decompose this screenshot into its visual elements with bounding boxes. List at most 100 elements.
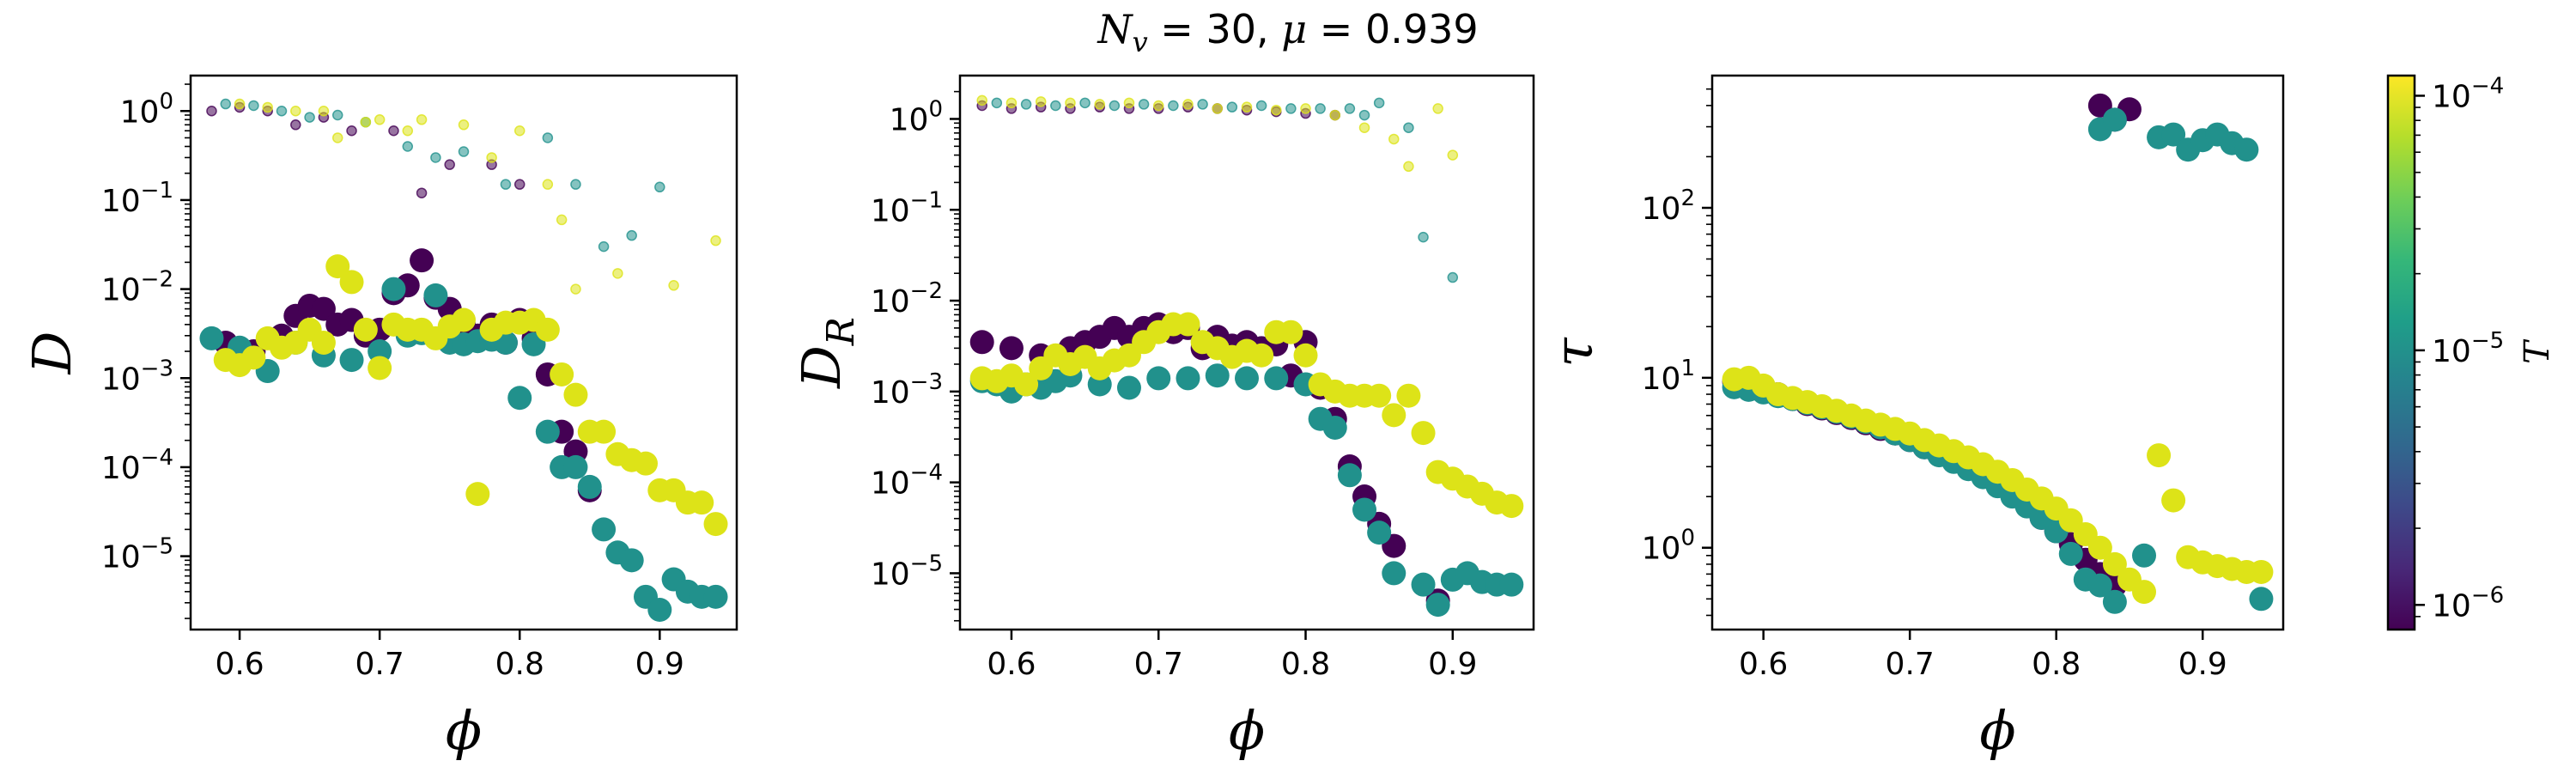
data-point	[2234, 137, 2259, 162]
plot-frame	[958, 74, 1535, 631]
colorbar-tick-label: 10−5	[2432, 328, 2504, 369]
data-point	[513, 179, 526, 190]
data-point	[248, 100, 259, 112]
data-point	[381, 277, 406, 301]
data-point	[1352, 497, 1377, 522]
data-point	[550, 362, 574, 386]
data-point	[331, 109, 343, 121]
data-point	[318, 106, 330, 117]
x-tick-label: 0.8	[1281, 647, 1330, 682]
data-point	[1226, 101, 1238, 113]
data-point	[1197, 99, 1208, 110]
data-point	[325, 254, 350, 279]
data-point	[1065, 97, 1076, 109]
data-point	[1212, 103, 1223, 114]
panel-dr: 0.6 0.7 0.8 0.9 10−5 10−4 10−3 10−2 10−1 100 ϕ DR	[790, 74, 1535, 762]
data-point	[423, 283, 448, 307]
data-point	[1264, 366, 1289, 391]
data-point	[1079, 97, 1091, 109]
data-point	[570, 179, 581, 190]
data-point	[1447, 271, 1459, 283]
y-tick-label: 10−4	[871, 460, 943, 502]
data-point	[368, 339, 392, 364]
y-tick-label: 10−3	[871, 369, 943, 411]
data-point	[1403, 161, 1414, 173]
data-point	[360, 116, 372, 128]
y-tick-label: 100	[120, 88, 173, 130]
data-point	[1382, 561, 1406, 586]
data-point	[556, 214, 568, 226]
data-point	[2147, 443, 2172, 468]
data-point	[416, 187, 428, 198]
data-point	[339, 348, 364, 373]
data-point	[458, 119, 470, 131]
data-point	[2161, 122, 2186, 147]
x-tick-label: 0.6	[1739, 647, 1788, 682]
x-tick-label: 0.6	[215, 647, 264, 682]
data-point	[612, 268, 623, 279]
data-point	[563, 454, 588, 479]
data-point	[304, 112, 315, 123]
data-point	[1249, 343, 1274, 368]
data-point	[542, 132, 554, 143]
data-point	[458, 146, 470, 157]
y-tick-label: 10−1	[871, 187, 943, 228]
data-point	[619, 548, 644, 573]
data-point	[1322, 415, 1347, 440]
data-point	[535, 317, 560, 342]
data-point	[1255, 100, 1267, 112]
data-point	[1123, 97, 1135, 109]
y-axis-label: D	[21, 332, 83, 375]
data-point	[311, 331, 336, 356]
data-point	[703, 512, 728, 537]
data-point	[430, 152, 441, 163]
data-point	[1329, 109, 1341, 121]
data-point	[2087, 573, 2112, 598]
data-point	[1403, 122, 1414, 133]
data-point	[710, 234, 721, 247]
data-point	[626, 229, 637, 241]
data-point	[1358, 122, 1370, 133]
marker-layer	[199, 98, 728, 623]
data-point	[339, 270, 364, 295]
data-point	[2102, 107, 2127, 132]
y-tick-label: 102	[1642, 186, 1695, 227]
x-tick-label: 0.8	[495, 647, 544, 682]
data-point	[1182, 99, 1194, 110]
y-tick-label: 10−4	[101, 445, 173, 486]
data-point	[241, 345, 266, 370]
y-tick-label: 10−2	[871, 278, 943, 320]
data-point	[1035, 96, 1047, 107]
data-point	[1005, 97, 1018, 109]
x-tick-label: 0.8	[2032, 647, 2081, 682]
data-point	[2102, 551, 2127, 576]
data-point	[1205, 363, 1230, 388]
data-point	[500, 179, 512, 190]
x-tick-label: 0.6	[987, 647, 1036, 682]
data-point	[563, 382, 588, 407]
y-axis-label: τ	[1542, 337, 1605, 368]
data-point	[1241, 101, 1253, 113]
data-point	[1499, 572, 1524, 597]
data-point	[206, 106, 217, 117]
data-point	[542, 179, 554, 190]
plot-frame	[1710, 74, 2285, 631]
y-tick-label: 100	[890, 96, 943, 137]
data-point	[969, 330, 994, 355]
data-point	[1344, 103, 1356, 114]
x-tick-label: 0.7	[355, 647, 404, 682]
x-tick-label: 0.9	[2178, 647, 2227, 682]
data-point	[592, 517, 617, 542]
colorbar-tick-label: 10−4	[2432, 73, 2504, 114]
data-point	[1499, 494, 1524, 519]
x-tick-label: 0.7	[1886, 647, 1935, 682]
data-point	[1285, 103, 1297, 114]
data-point	[1337, 463, 1362, 488]
y-tick-label: 10−5	[871, 551, 943, 592]
data-point	[1293, 343, 1318, 368]
marker-layer	[969, 94, 1524, 618]
data-point	[402, 125, 414, 137]
data-point	[2102, 589, 2127, 614]
data-point	[1425, 593, 1450, 618]
